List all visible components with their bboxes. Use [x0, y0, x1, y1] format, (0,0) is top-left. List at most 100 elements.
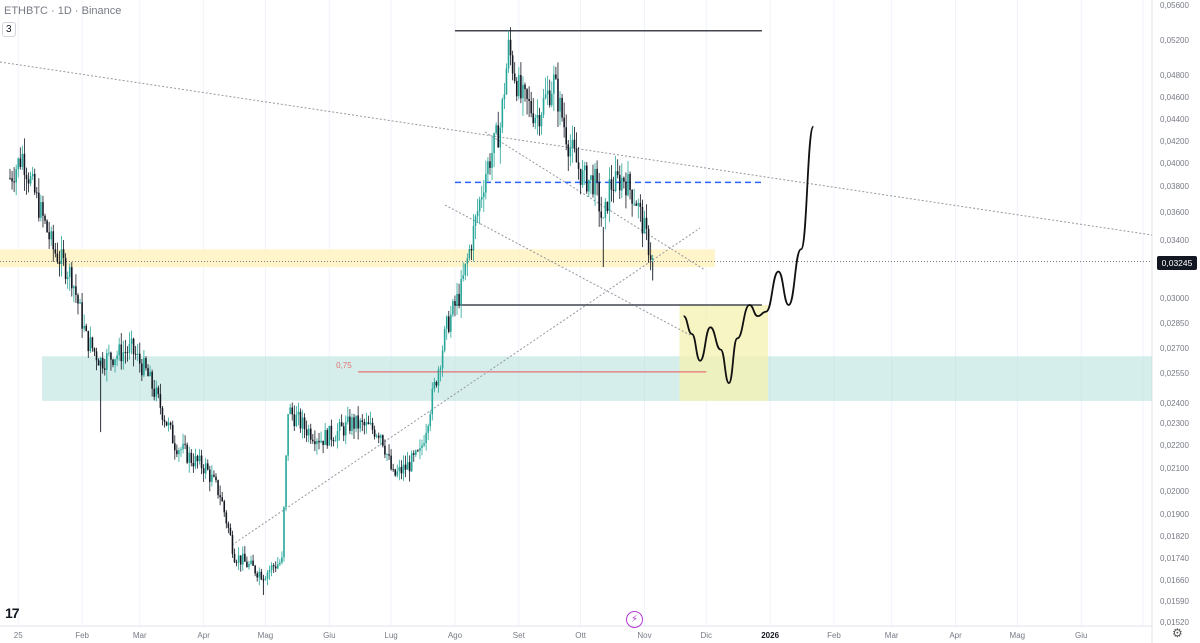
time-axis-label: Set: [513, 631, 526, 640]
candle-body: [21, 153, 24, 167]
candle-body: [217, 480, 219, 496]
candle-body: [643, 217, 646, 234]
candle-body: [97, 360, 100, 366]
candle-body: [596, 168, 598, 183]
candle-body: [48, 232, 50, 240]
candle-body: [52, 231, 55, 250]
candle-body: [138, 353, 141, 364]
candle-body: [248, 563, 250, 568]
forecast-path: [683, 125, 815, 384]
candle-body: [305, 429, 308, 436]
candle-body: [9, 177, 11, 179]
time-axis-label: Feb: [75, 631, 89, 640]
candle-body: [359, 420, 361, 429]
price-axis-label: 0,04400: [1160, 115, 1189, 124]
candle-body: [386, 454, 388, 456]
candle-body: [651, 258, 654, 260]
candle-body: [171, 424, 174, 444]
candle-body: [303, 417, 306, 430]
candle-body: [157, 387, 160, 395]
candle-body: [307, 428, 310, 436]
candle-body: [202, 468, 205, 474]
candle-body: [268, 570, 271, 573]
candle-body: [363, 421, 366, 426]
candle-body: [487, 161, 489, 174]
candle-body: [246, 561, 248, 568]
candle-body: [71, 267, 73, 289]
candle-body: [511, 55, 514, 74]
candle-body: [598, 182, 600, 212]
candle-body: [625, 181, 627, 196]
candle-body: [410, 453, 413, 472]
time-axis-label: Dic: [700, 631, 712, 640]
candle-body: [404, 464, 407, 470]
candle-body: [161, 407, 164, 420]
candle-body: [13, 181, 15, 183]
price-axis-label: 0,02850: [1160, 319, 1189, 328]
candle-body: [200, 455, 203, 469]
candle-body: [627, 173, 629, 196]
price-axis-label: 0,04600: [1160, 93, 1189, 102]
candle-body: [583, 165, 586, 171]
candle-body: [312, 439, 314, 442]
candle-body: [112, 359, 114, 365]
candle-body: [367, 422, 370, 425]
lightning-icon[interactable]: ⚡: [626, 611, 643, 628]
candle-body: [610, 179, 613, 190]
candle-body: [419, 447, 421, 451]
time-axis-label: Ago: [448, 631, 463, 640]
candle-body: [645, 217, 648, 229]
candle-body: [215, 476, 217, 481]
candle-body: [361, 420, 364, 422]
candle-body: [68, 267, 71, 278]
candle-body: [334, 440, 337, 442]
candle-body: [474, 216, 477, 226]
candle-body: [23, 153, 26, 175]
candle-body: [58, 261, 61, 265]
candle-body: [534, 117, 537, 124]
candle-body: [95, 351, 98, 361]
candle-body: [623, 177, 625, 182]
candle-body: [60, 249, 63, 265]
candle-body: [110, 352, 112, 360]
candle-body: [283, 507, 285, 558]
candle-body: [258, 571, 261, 578]
candle-body: [538, 115, 541, 127]
candle-body: [633, 203, 635, 205]
candle-body: [507, 39, 510, 69]
price-axis-label: 0,02700: [1160, 344, 1189, 353]
candle-body: [536, 115, 539, 118]
candle-body: [116, 355, 118, 360]
candle-body: [44, 215, 46, 221]
candle-body: [524, 84, 526, 90]
indicator-count-badge[interactable]: 3: [2, 22, 16, 37]
candle-body: [427, 426, 429, 433]
candle-body: [132, 338, 135, 355]
candle-body: [353, 417, 355, 429]
candle-body: [466, 258, 469, 264]
time-axis-label: Mar: [885, 631, 899, 640]
candle-body: [206, 463, 209, 470]
gear-icon[interactable]: ⚙: [1172, 626, 1183, 640]
candle-body: [606, 201, 609, 212]
candle-body: [165, 421, 168, 426]
candle-body: [235, 562, 238, 564]
candle-body: [647, 228, 650, 256]
time-axis-label: Ott: [575, 631, 586, 640]
candle-body: [522, 84, 524, 99]
candle-body: [320, 440, 322, 443]
candle-body: [480, 197, 483, 200]
demand-zone: [42, 356, 1152, 401]
candle-body: [136, 353, 139, 355]
candle-body: [56, 253, 59, 262]
candle-body: [120, 344, 123, 362]
candle-body: [241, 553, 244, 565]
candle-body: [435, 381, 438, 386]
candle-body: [87, 330, 90, 352]
candle-body: [629, 173, 631, 191]
candle-body: [188, 452, 191, 463]
price-axis-label: 0,04800: [1160, 71, 1189, 80]
candle-body: [295, 414, 298, 427]
candle-body: [260, 571, 263, 580]
